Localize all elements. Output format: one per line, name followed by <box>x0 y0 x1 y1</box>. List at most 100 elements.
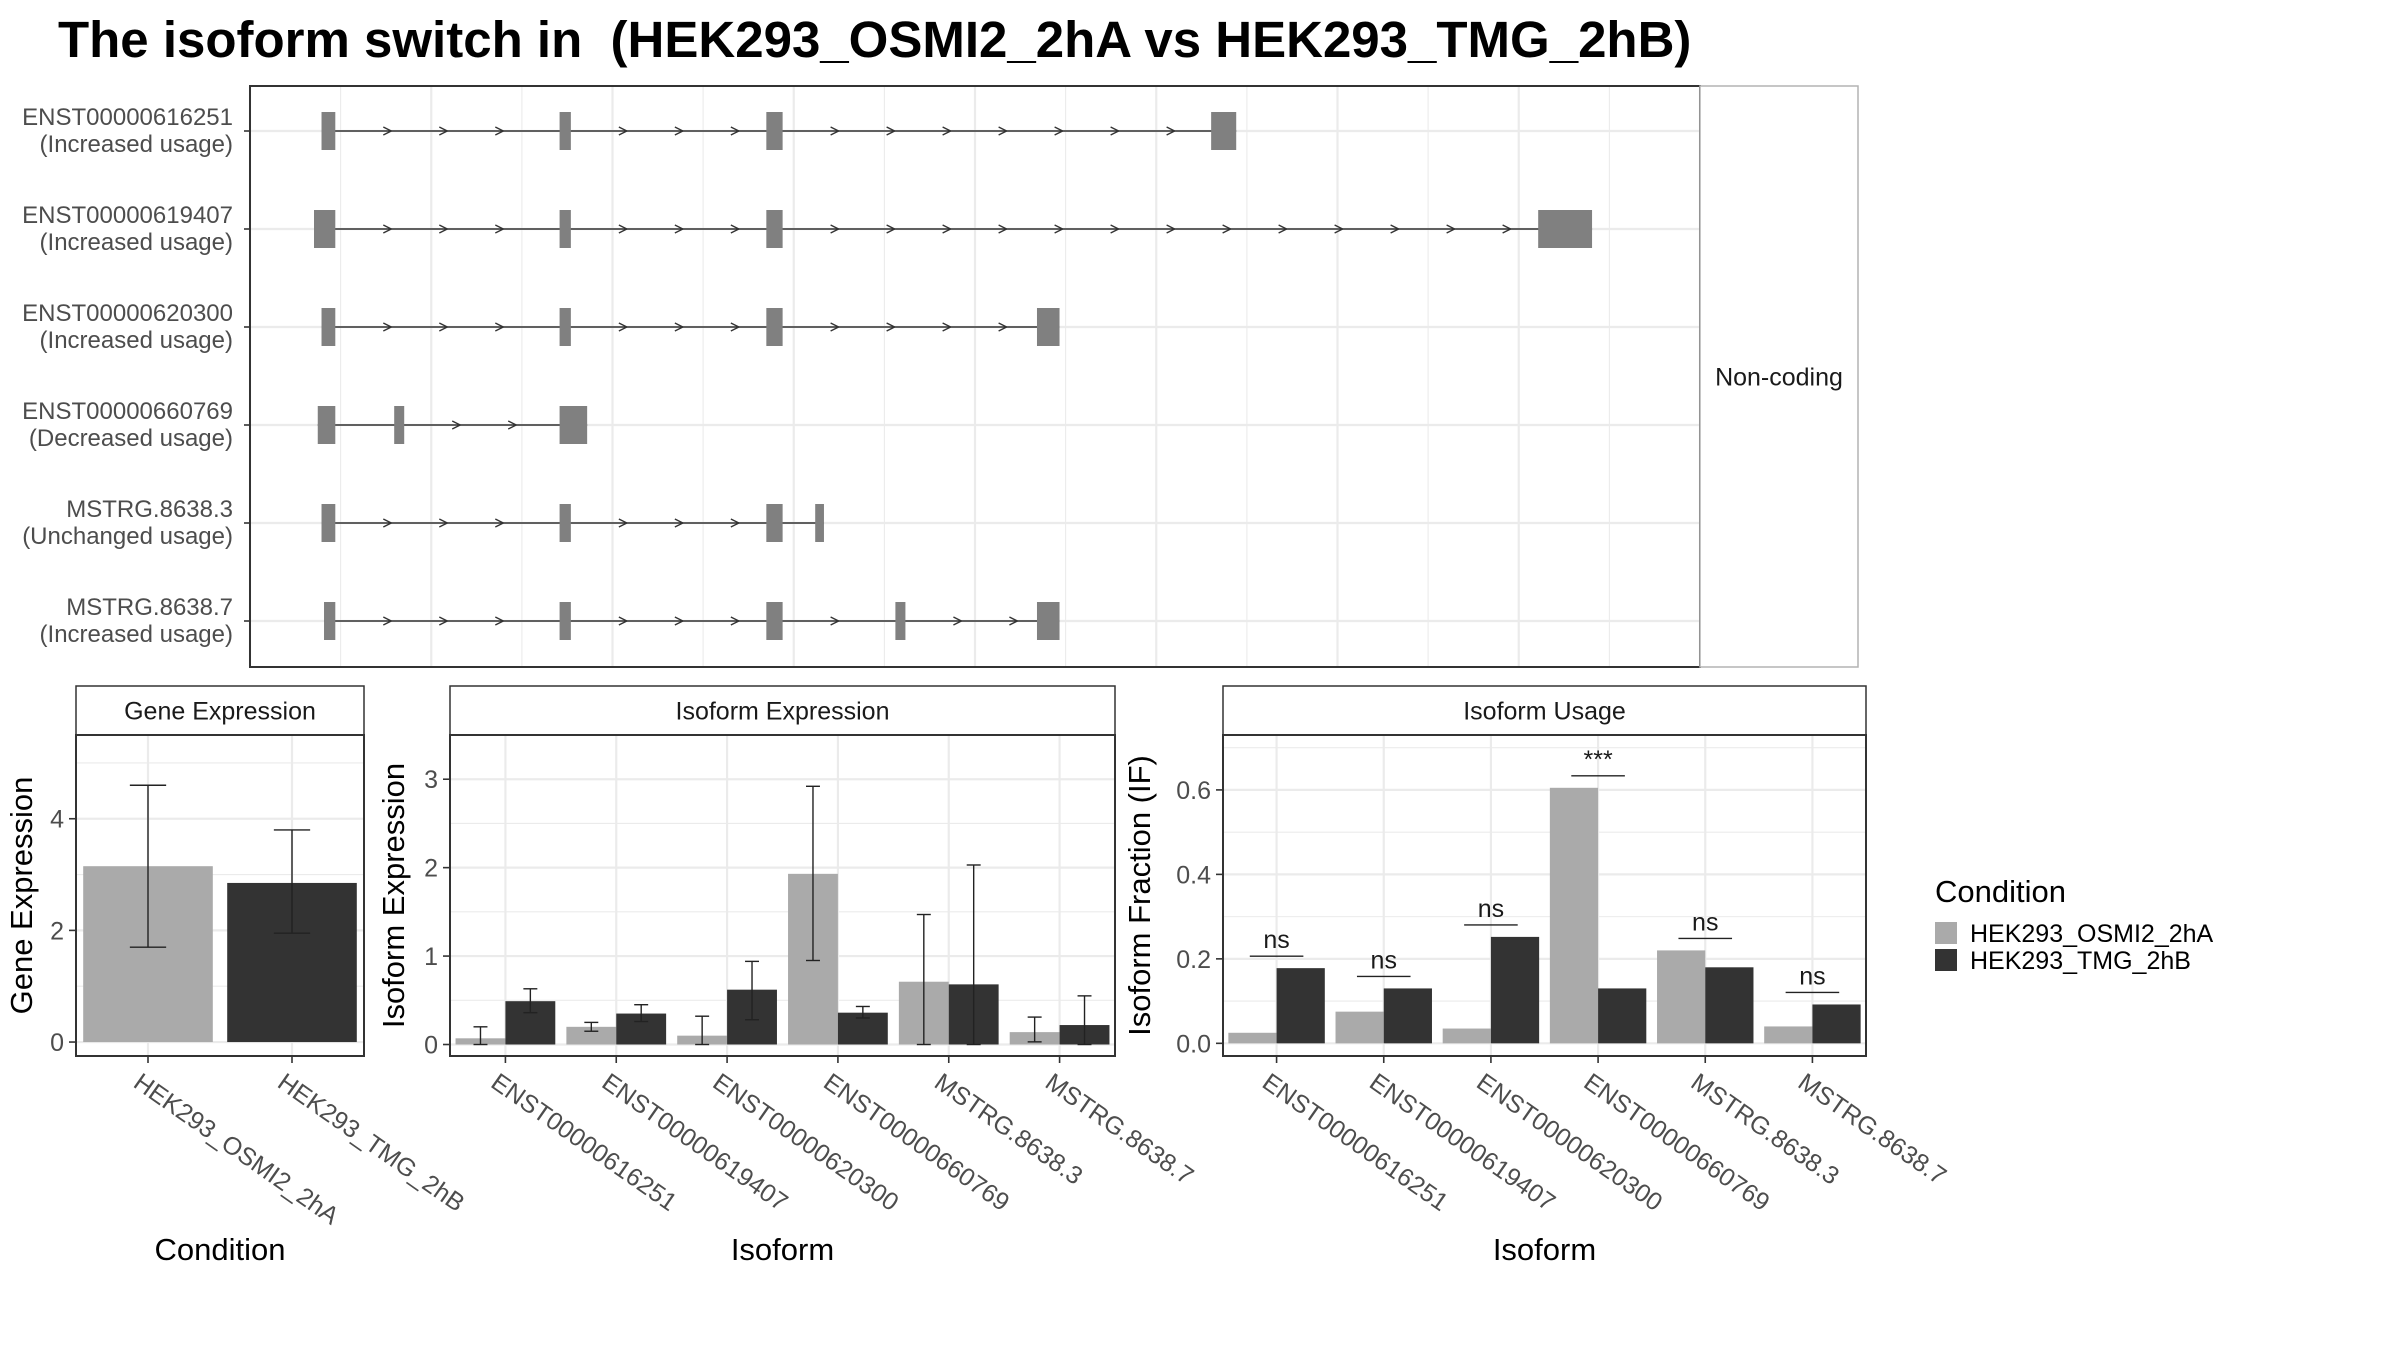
direction-arrow <box>382 616 393 626</box>
facet-strip <box>1699 85 1859 668</box>
exon-block <box>317 406 336 444</box>
transcript-id-label: MSTRG.8638.3 <box>66 496 233 523</box>
y-tick-label: 2 <box>424 855 438 883</box>
direction-arrow <box>494 322 505 332</box>
legend-swatch <box>1935 949 1957 971</box>
legend-swatch <box>1935 922 1957 944</box>
exon-block <box>559 602 571 640</box>
exon-block <box>815 504 824 542</box>
x-tick-label: ENST00000616251 <box>1257 1068 1453 1217</box>
significance-label: *** <box>1583 746 1612 774</box>
transcript-usage-label: (Unchanged usage) <box>22 523 233 550</box>
y-tick-label: 0 <box>424 1032 438 1060</box>
direction-arrow <box>886 126 897 136</box>
y-axis-title: Isoform Expression <box>376 763 411 1028</box>
direction-arrow <box>830 126 841 136</box>
plot-background <box>1223 735 1866 1056</box>
transcript-id-label: ENST00000616251 <box>22 104 233 131</box>
bar <box>1764 1026 1813 1044</box>
isoform-expression-panel: Isoform Expression0123ENST00000616251ENS… <box>376 685 1198 1267</box>
direction-arrow <box>1110 224 1121 234</box>
direction-arrow <box>830 322 841 332</box>
direction-arrow <box>382 518 393 528</box>
plot-border <box>75 734 365 1057</box>
direction-arrow <box>730 224 741 234</box>
exon-block <box>559 112 571 150</box>
direction-arrow <box>438 224 449 234</box>
x-tick-label: ENST00000660769 <box>1579 1068 1775 1217</box>
exon-block <box>394 406 405 444</box>
direction-arrow <box>674 616 685 626</box>
direction-arrow <box>674 322 685 332</box>
direction-arrow <box>1110 126 1121 136</box>
direction-arrow <box>382 224 393 234</box>
significance-label: ns <box>1799 962 1825 990</box>
exon-block <box>324 602 336 640</box>
significance-label: ns <box>1478 895 1504 923</box>
isoform-usage-panel: Isoform Usage ns ns ns *** ns ns 0.0 0.2 0.4 0.6 EN… <box>1122 685 1951 1267</box>
direction-arrow <box>438 322 449 332</box>
direction-arrow <box>730 322 741 332</box>
direction-arrow <box>1009 616 1019 626</box>
bar <box>566 1026 617 1045</box>
transcript-usage-label: (Decreased usage) <box>29 425 233 452</box>
bar <box>1812 1004 1861 1044</box>
exon-block <box>321 308 336 346</box>
exon-block <box>766 112 783 150</box>
plot-border <box>449 734 1116 1057</box>
direction-arrow <box>998 126 1009 136</box>
exon-block <box>321 504 336 542</box>
x-tick-label: ENST00000619407 <box>1364 1068 1560 1217</box>
direction-arrow <box>618 616 629 626</box>
direction-arrow <box>1166 126 1177 136</box>
x-tick-label: ENST00000619407 <box>597 1068 793 1217</box>
direction-arrow <box>730 616 741 626</box>
exon-block <box>559 308 571 346</box>
exon-block <box>559 406 588 444</box>
y-tick-label: 0.4 <box>1176 861 1211 889</box>
plot-background <box>450 735 1115 1056</box>
exon-block <box>1036 308 1060 346</box>
x-tick-label: ENST00000620300 <box>708 1068 904 1217</box>
bar <box>1598 988 1647 1044</box>
transcript-usage-label: (Increased usage) <box>40 621 233 648</box>
direction-arrow <box>674 518 685 528</box>
direction-arrow <box>438 518 449 528</box>
direction-arrow <box>953 616 963 626</box>
legend-item-label: HEK293_TMG_2hB <box>1970 947 2191 975</box>
direction-arrow <box>998 224 1009 234</box>
y-tick-label: 1 <box>424 943 438 971</box>
y-tick-label: 0.0 <box>1176 1030 1211 1058</box>
bar <box>1276 968 1325 1044</box>
exon-block <box>559 504 571 542</box>
direction-arrow <box>618 224 629 234</box>
direction-arrow <box>1502 224 1513 234</box>
direction-arrow <box>618 322 629 332</box>
direction-arrow <box>942 126 953 136</box>
panel-strip <box>449 685 1116 736</box>
exon-block <box>1211 112 1237 150</box>
bar <box>1228 1032 1277 1044</box>
transcript-id-label: ENST00000620300 <box>22 300 233 327</box>
y-axis-title: Isoform Fraction (IF) <box>1122 755 1157 1036</box>
y-tick-label: 2 <box>50 917 64 945</box>
direction-arrow <box>1222 224 1233 234</box>
panel-strip <box>75 685 365 736</box>
direction-arrow <box>1334 224 1345 234</box>
bar <box>1335 1011 1384 1044</box>
direction-arrow <box>451 420 462 430</box>
direction-arrow <box>382 322 393 332</box>
legend-title: Condition <box>1935 874 2066 909</box>
direction-arrow <box>618 518 629 528</box>
x-axis-title: Isoform <box>1493 1232 1596 1267</box>
transcript-id-label: ENST00000660769 <box>22 398 233 425</box>
plot-border <box>1222 734 1867 1057</box>
y-tick-label: 3 <box>424 766 438 794</box>
panel-strip <box>1222 685 1867 736</box>
direction-arrow <box>830 224 841 234</box>
y-tick-label: 0.6 <box>1176 777 1211 805</box>
direction-arrow <box>674 126 685 136</box>
bar <box>1490 936 1540 1044</box>
